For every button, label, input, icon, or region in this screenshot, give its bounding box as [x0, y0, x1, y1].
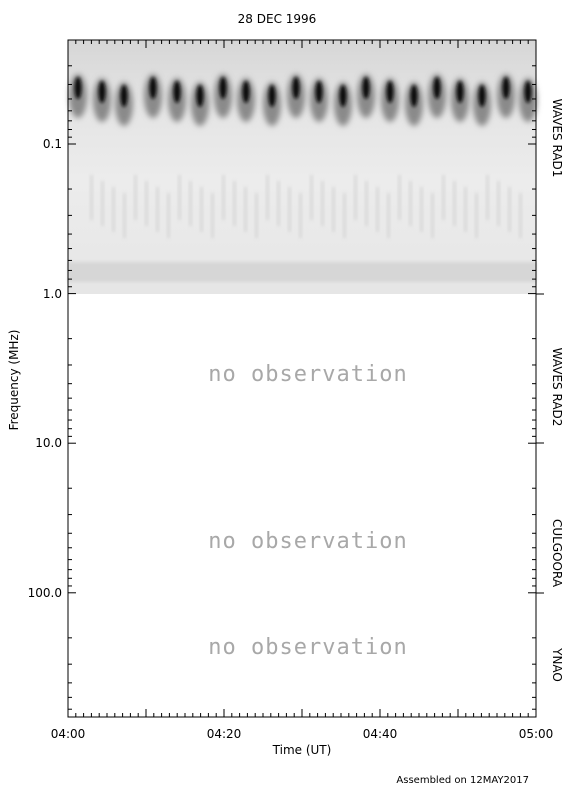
burst-core — [410, 85, 418, 107]
faint-streak — [475, 193, 478, 238]
burst-core — [362, 77, 370, 99]
faint-streak — [134, 175, 137, 220]
burst-core — [149, 77, 157, 99]
y-tick-label-1.0: 1.0 — [43, 287, 62, 301]
faint-streak — [233, 181, 236, 226]
band-label-waves-rad2: WAVES RAD2 — [550, 348, 564, 427]
faint-streak — [145, 181, 148, 226]
burst-core — [315, 81, 323, 103]
burst-core — [478, 85, 486, 107]
burst-core — [502, 77, 510, 99]
burst-core — [339, 85, 347, 107]
rad1-spectrogram — [68, 40, 537, 294]
y-tick-label-100.0: 100.0 — [28, 586, 62, 600]
chart-title: 28 DEC 1996 — [238, 12, 317, 26]
burst-core — [196, 85, 204, 107]
faint-streak — [497, 181, 500, 226]
faint-streak — [398, 175, 401, 220]
band-label-culgoora: CULGOORA — [550, 519, 564, 588]
burst-core — [242, 81, 250, 103]
faint-streak — [508, 187, 511, 232]
low-frequency-band — [68, 262, 536, 282]
no-observation-ynao: no observation — [208, 635, 407, 660]
faint-streak — [486, 175, 489, 220]
faint-streak — [244, 187, 247, 232]
band-label-ynao: YNAO — [550, 647, 564, 682]
faint-streak — [321, 181, 324, 226]
faint-streak — [288, 187, 291, 232]
faint-streak — [409, 181, 412, 226]
faint-streak — [189, 181, 192, 226]
rad1-background — [68, 40, 536, 294]
faint-streak — [376, 187, 379, 232]
burst-core — [219, 77, 227, 99]
faint-streak — [200, 187, 203, 232]
burst-core — [120, 85, 128, 107]
faint-streak — [365, 181, 368, 226]
faint-streak — [277, 181, 280, 226]
faint-streak — [343, 193, 346, 238]
y-axis-title: Frequency (MHz) — [7, 330, 21, 431]
burst-core — [456, 81, 464, 103]
y-tick-label-10.0: 10.0 — [35, 436, 62, 450]
axis-ticks — [67, 40, 544, 717]
faint-streak — [266, 175, 269, 220]
x-tick-label-0440: 04:40 — [363, 727, 398, 741]
burst-core — [433, 77, 441, 99]
burst-core — [98, 81, 106, 103]
burst-core — [173, 81, 181, 103]
no-observation-culgoora: no observation — [208, 529, 407, 554]
faint-streak — [167, 193, 170, 238]
faint-streak — [310, 175, 313, 220]
faint-streak — [112, 187, 115, 232]
faint-streak — [299, 193, 302, 238]
faint-streak — [420, 187, 423, 232]
x-axis-title: Time (UT) — [272, 743, 332, 757]
faint-streak — [222, 175, 225, 220]
faint-streak — [431, 193, 434, 238]
faint-streak — [90, 175, 93, 220]
burst-core — [292, 77, 300, 99]
faint-streak — [387, 193, 390, 238]
faint-streak — [442, 175, 445, 220]
faint-streak — [332, 187, 335, 232]
burst-core — [74, 77, 82, 99]
assembled-note: Assembled on 12MAY2017 — [396, 775, 529, 786]
faint-streak — [464, 187, 467, 232]
no-observation-waves-rad2: no observation — [208, 362, 407, 387]
burst-core — [386, 81, 394, 103]
faint-streak — [453, 181, 456, 226]
x-tick-label-0400: 04:00 — [51, 727, 86, 741]
y-tick-label-0.1: 0.1 — [43, 137, 62, 151]
band-label-waves-rad1: WAVES RAD1 — [550, 99, 564, 178]
faint-streak — [211, 193, 214, 238]
x-tick-label-0500: 05:00 — [519, 727, 554, 741]
burst-core — [524, 81, 532, 103]
faint-streak — [123, 193, 126, 238]
faint-streak — [255, 193, 258, 238]
faint-streak — [178, 175, 181, 220]
faint-streak — [519, 193, 522, 238]
x-tick-label-0420: 04:20 — [207, 727, 242, 741]
faint-streak — [101, 181, 104, 226]
burst-core — [268, 85, 276, 107]
faint-streak — [156, 187, 159, 232]
faint-streak — [354, 175, 357, 220]
